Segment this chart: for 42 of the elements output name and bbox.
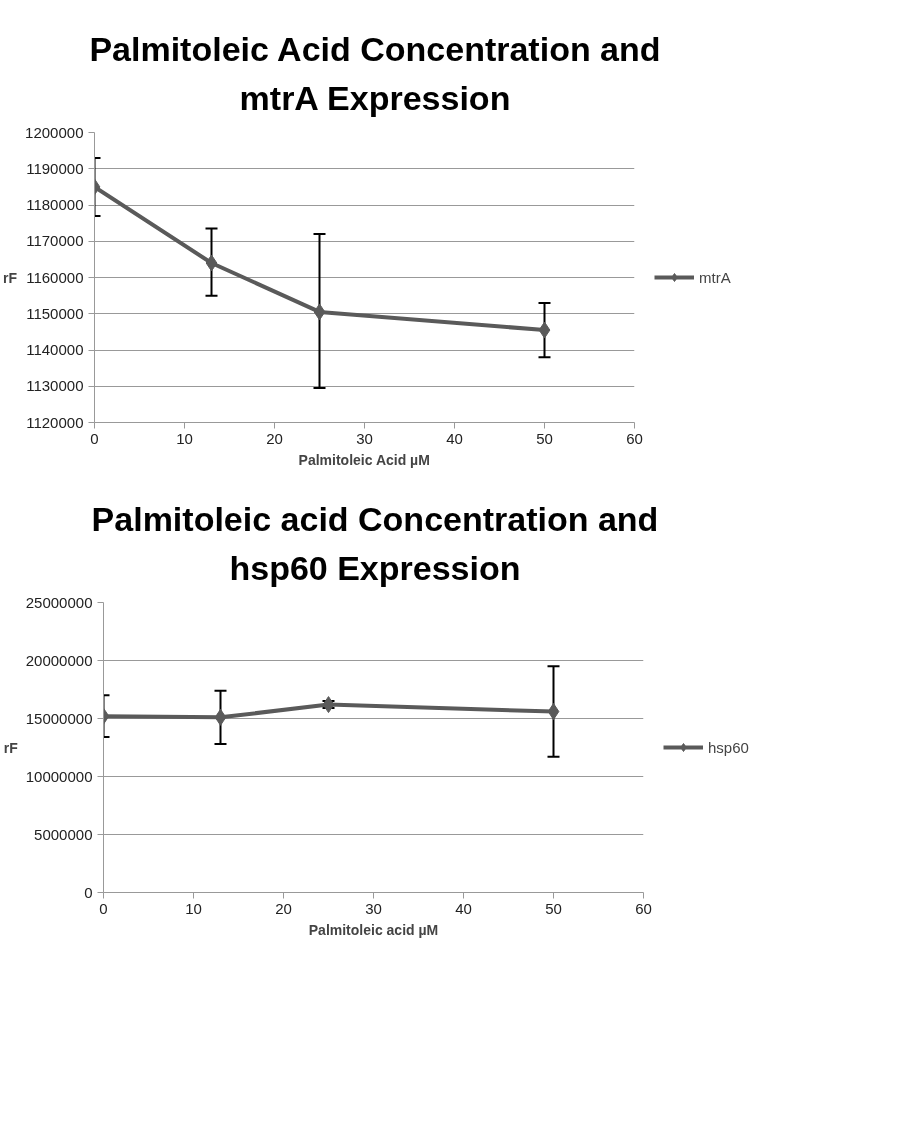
x-tick-label: 50 (536, 429, 553, 447)
y-tick-label: 5000000 (34, 825, 93, 843)
y-tick-label: 1120000 (26, 413, 84, 431)
x-axis-title: Palmitoleic Acid µM (298, 451, 430, 468)
y-axis-title: rF (3, 739, 19, 756)
legend-label: hsp60 (708, 738, 749, 756)
y-tick-label: 25000000 (25, 593, 93, 611)
y-tick-label: 1190000 (26, 159, 84, 177)
y-tick-label: 10000000 (25, 767, 93, 785)
y-tick-label: 1170000 (26, 232, 84, 250)
x-tick-label: 20 (275, 899, 292, 917)
x-tick-label: 50 (545, 899, 562, 917)
x-tick-label: 40 (455, 899, 472, 917)
point (547, 703, 560, 721)
x-tick-label: 0 (99, 899, 108, 917)
point (313, 303, 326, 321)
x-tick-label: 60 (626, 429, 643, 447)
x-axis-title: Palmitoleic acid µM (308, 921, 439, 938)
x-tick-label: 20 (266, 429, 283, 447)
x-tick-label: 40 (446, 429, 463, 447)
x-tick-label: 30 (356, 429, 373, 447)
chart-title: Palmitoleic acid Concentration and hsp60 Expression (90, 499, 660, 589)
y-tick-label: 1180000 (26, 196, 84, 214)
legend-label: mtrA (699, 268, 731, 286)
y-tick-label: 1150000 (26, 304, 84, 322)
point (214, 709, 227, 727)
x-tick-label: 30 (365, 899, 382, 917)
y-axis-title: rF (3, 269, 18, 286)
y-tick-label: 1160000 (26, 268, 84, 286)
y-tick-label: 0 (84, 883, 93, 901)
y-tick-label: 15000000 (25, 709, 93, 727)
point (205, 254, 218, 272)
point (322, 696, 335, 714)
x-tick-label: 10 (185, 899, 202, 917)
x-tick-label: 10 (176, 429, 193, 447)
point (538, 321, 551, 339)
chart-title: Palmitoleic Acid Concentration and mtrA Expression (88, 29, 662, 119)
y-tick-label: 20000000 (25, 651, 93, 669)
y-tick-label: 1200000 (25, 123, 84, 141)
y-tick-label: 1140000 (26, 341, 84, 359)
y-tick-label: 1130000 (26, 377, 84, 395)
x-tick-label: 60 (635, 899, 652, 917)
